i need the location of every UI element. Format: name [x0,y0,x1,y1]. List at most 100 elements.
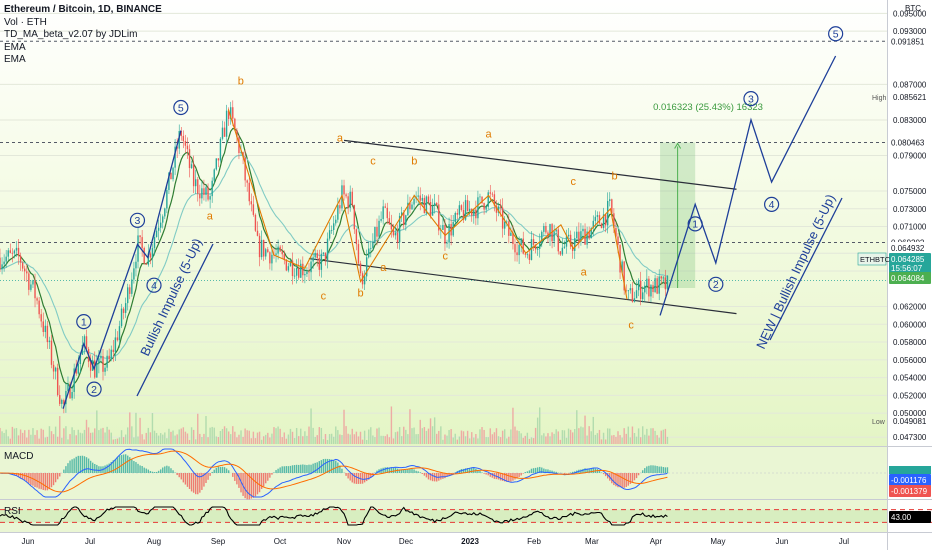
candle-body [262,239,265,257]
macd-histogram-bar [24,473,26,481]
candle-body [431,205,434,216]
candle-body [588,231,590,239]
candle-body [54,367,57,372]
macd-histogram-bar [174,472,176,473]
macd-histogram-bar [353,473,356,484]
candle-body [592,220,594,228]
candle-body [168,172,170,190]
wave-circle-label: 1 [81,316,87,328]
volume-bar [293,438,296,444]
macd-histogram-bar [295,464,298,473]
volume-bar [223,426,226,444]
volume-bar [464,436,467,444]
candle-body [306,271,308,275]
macd-histogram-bar [273,472,275,473]
candle-body [633,298,636,302]
candle-body [162,216,164,223]
rsi-label[interactable]: RSI [4,506,21,517]
macd-histogram-bar [569,472,572,473]
time-tick-label: Jun [22,537,35,546]
candle-body [539,243,541,249]
wave-circle-label: 4 [769,199,775,211]
macd-histogram-bar [244,473,246,499]
volume-bar [227,431,230,444]
indicator-volume[interactable]: Vol · ETH [4,16,47,28]
candle-body [396,232,399,243]
volume-bar [559,439,562,444]
candle-body [392,229,395,236]
volume-bar [361,439,364,444]
macd-histogram-bar [487,473,489,476]
candle-body [516,252,518,256]
correction-label: a [581,266,588,278]
candle-body [141,237,143,249]
macd-histogram-bar [571,471,574,473]
macd-histogram-bar [96,464,98,473]
volume-bar [271,433,273,444]
candle-body [139,235,141,238]
ma-value-tag: 0.064932 [891,244,925,253]
candle-body [145,263,147,265]
correction-label: b [612,170,618,182]
indicator-ema-1[interactable]: EMA [4,41,26,53]
measure-tool[interactable]: 0.016323 (25.43%) 16323 [653,102,763,288]
candle-body [590,227,592,239]
volume-bar [600,439,603,444]
macd-histogram-bar [642,470,644,473]
volume-bar [304,431,306,444]
volume-bar [188,439,191,444]
candle-body [345,194,347,197]
indicator-ema-2[interactable]: EMA [4,54,26,65]
candle-body [541,231,543,244]
volume-bar [159,433,162,444]
macd-histogram-bar [322,459,325,473]
macd-histogram-bar [124,454,127,473]
volume-bar [475,434,477,444]
candle-body [543,225,545,232]
candle-body [155,230,158,238]
candle-body [485,206,487,210]
volume-bar [415,434,417,444]
macd-histogram-bar [423,473,426,476]
macd-histogram-bar [162,467,164,473]
candle-body [639,280,642,300]
candle-body [609,199,611,201]
macd-histogram-bar [339,465,341,473]
macd-histogram-bar [547,469,549,473]
volume-bar [328,434,331,444]
macd-histogram-bar [75,456,77,473]
indicator-td-ma[interactable]: TD_MA_beta_v2.07 by JDLim [4,29,138,40]
candle-body [308,271,310,273]
price-tick-label: 0.054000 [893,374,927,383]
macd-histogram-bar [613,473,615,486]
volume-bar [19,429,22,444]
volume-bar [166,438,168,444]
macd-label[interactable]: MACD [4,451,34,462]
macd-histogram-bar [114,458,117,473]
macd-histogram-bar [462,468,465,473]
candle-body [246,180,248,183]
volume-bar [409,409,411,444]
volume-bar [302,436,304,444]
volume-bar [324,433,327,444]
candle-body [386,207,388,219]
volume-bar [374,437,376,444]
price-axis: 0.095000 0.093000 0.087000 0.083000 0.079000… [857,9,931,523]
candle-body [650,285,652,297]
candle-body [289,260,292,267]
candle-body [3,261,5,265]
candle-body [59,395,61,404]
low-value: 0.049081 [893,417,927,426]
candle-body [567,234,570,237]
price-channel[interactable] [308,139,737,315]
candle-body [586,231,588,245]
volume-bar [617,431,619,444]
macd-histogram-bar [106,464,108,473]
volume-bar [359,431,362,444]
volume-bar [545,436,547,444]
macd-histogram-bar [407,469,409,473]
candle-body [411,204,413,210]
macd-histogram-bar [77,455,79,473]
volume-bar [652,428,654,444]
